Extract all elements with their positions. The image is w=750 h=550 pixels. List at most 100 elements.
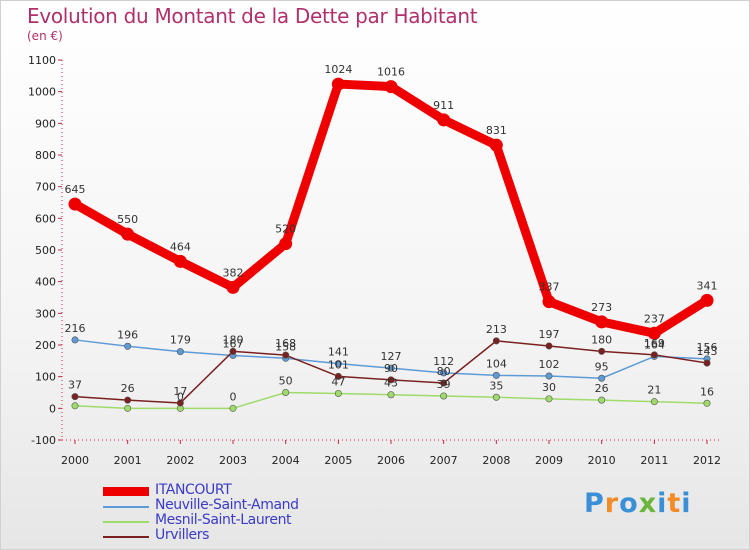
y-tick-label: 100 [35, 371, 56, 384]
data-point [700, 293, 714, 307]
x-tick-label: 2011 [640, 454, 668, 467]
data-label: 520 [275, 223, 296, 236]
data-point [650, 398, 658, 406]
data-point [650, 351, 658, 359]
x-tick-label: 2008 [482, 454, 510, 467]
data-point [545, 395, 553, 403]
data-label: 197 [539, 328, 560, 341]
y-tick-label: 1100 [28, 54, 56, 67]
data-point [545, 372, 553, 380]
data-point [545, 342, 553, 350]
data-point [68, 197, 82, 211]
data-point [334, 372, 342, 380]
data-label: 169 [644, 337, 665, 350]
chart-subtitle: (en €) [27, 29, 63, 43]
data-point [598, 347, 606, 355]
data-point [121, 227, 135, 241]
data-label: 95 [595, 360, 609, 373]
data-label: 337 [539, 281, 560, 294]
logo-letter: P [584, 488, 605, 519]
legend-swatch [103, 487, 149, 496]
data-label: 17 [173, 385, 187, 398]
data-label: 102 [539, 358, 560, 371]
data-label: 141 [328, 346, 349, 359]
x-tick-label: 2005 [324, 454, 352, 467]
y-tick-label: 500 [35, 244, 56, 257]
data-label: 645 [65, 183, 86, 196]
data-label: 37 [68, 379, 82, 392]
data-point [282, 351, 290, 359]
logo-letter: o [619, 488, 639, 519]
series-line-0 [70, 79, 712, 338]
logo-letter: i [657, 488, 668, 519]
data-point [124, 404, 132, 412]
y-tick-label: 800 [35, 149, 56, 162]
data-point [173, 254, 187, 268]
data-label: 550 [117, 213, 138, 226]
data-label: 0 [230, 390, 237, 403]
data-point [176, 399, 184, 407]
data-point [492, 393, 500, 401]
legend-swatch [103, 536, 149, 538]
logo-letter: i [681, 488, 692, 519]
data-label: 21 [647, 384, 661, 397]
data-point [71, 402, 79, 410]
data-point [229, 347, 237, 355]
y-tick-label: 300 [35, 307, 56, 320]
data-point [437, 113, 451, 127]
x-tick-label: 2006 [377, 454, 405, 467]
data-label: 26 [121, 382, 135, 395]
data-point [71, 336, 79, 344]
data-label: 911 [433, 99, 454, 112]
data-point [124, 342, 132, 350]
data-label: 127 [381, 350, 402, 363]
data-point [492, 371, 500, 379]
data-label: 26 [595, 382, 609, 395]
x-tick-label: 2010 [588, 454, 616, 467]
logo-letter: x [638, 488, 658, 519]
data-point [387, 376, 395, 384]
data-label: 47 [331, 375, 345, 388]
y-tick-label: 400 [35, 276, 56, 289]
data-label: 216 [65, 322, 86, 335]
data-point [124, 396, 132, 404]
data-label: 104 [486, 357, 507, 370]
data-label: 156 [697, 341, 718, 354]
legend-label: Neuville-Saint-Amand [155, 497, 299, 513]
data-point [492, 337, 500, 345]
data-label: 168 [275, 337, 296, 350]
chart-title: Evolution du Montant de la Dette par Hab… [27, 4, 478, 28]
logo-letter: t [667, 488, 682, 519]
data-point [647, 326, 661, 340]
legend-swatch [103, 506, 149, 508]
data-point [595, 315, 609, 329]
data-label: 831 [486, 124, 507, 137]
data-point [384, 80, 398, 94]
y-tick-label: 0 [49, 402, 56, 415]
data-label: 90 [384, 362, 398, 375]
legend-label: Mesnil-Saint-Laurent [155, 512, 292, 528]
data-point [598, 374, 606, 382]
legend-label: Urvillers [155, 527, 210, 543]
data-label: 158 [275, 340, 296, 353]
data-point [387, 364, 395, 372]
x-tick-label: 2002 [166, 454, 194, 467]
data-label: 112 [433, 355, 454, 368]
data-label: 464 [170, 240, 191, 253]
legend-swatch [103, 521, 149, 523]
data-point [598, 396, 606, 404]
data-label: 164 [644, 338, 665, 351]
data-label: 213 [486, 323, 507, 336]
data-label: 180 [223, 333, 244, 346]
data-label: 1024 [324, 63, 352, 76]
y-tick-label: 700 [35, 181, 56, 194]
data-label: 180 [591, 333, 612, 346]
data-label: 341 [697, 279, 718, 292]
data-label: 382 [223, 266, 244, 279]
data-point [331, 77, 345, 91]
data-point [176, 348, 184, 356]
y-tick-label: -100 [31, 434, 56, 447]
x-tick-label: 2009 [535, 454, 563, 467]
data-label: 50 [279, 375, 293, 388]
